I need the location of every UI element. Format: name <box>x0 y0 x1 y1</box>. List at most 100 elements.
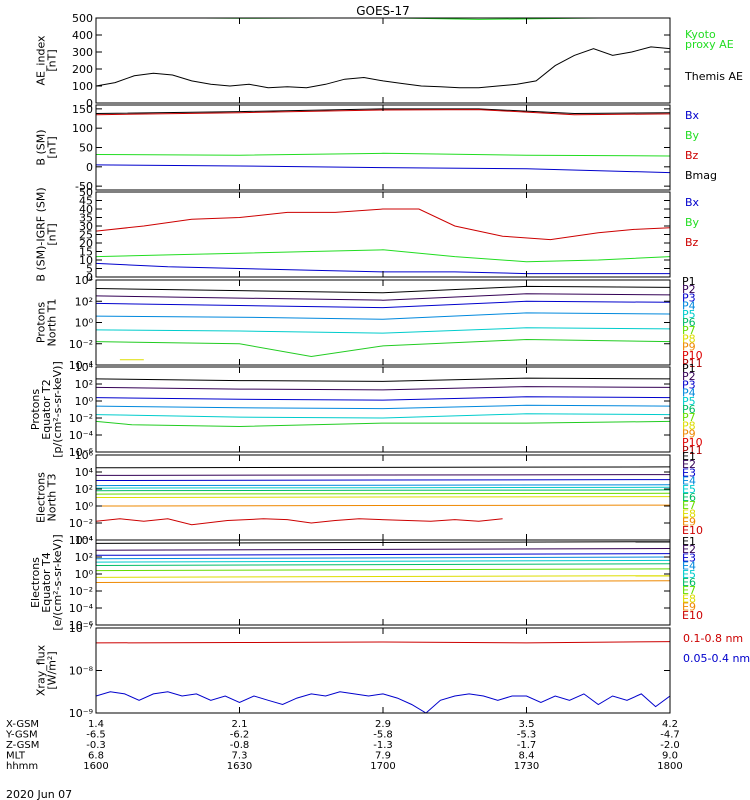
y-tick-label: 200 <box>72 63 93 76</box>
legend-label: Bz <box>685 149 699 162</box>
y-tick-label: 10² <box>75 551 93 564</box>
y-tick-label: 10⁰ <box>75 500 94 513</box>
x-row-value: -5.8 <box>373 730 393 741</box>
y-tick-label: 50 <box>79 142 93 155</box>
x-row-value: 1800 <box>657 761 682 772</box>
y-tick-label: 20 <box>79 237 93 250</box>
y-axis-label: [p/(cm²-s-sr-keV)] <box>51 361 64 458</box>
legend-label: P9 <box>682 341 696 354</box>
y-axis-label: AE_index <box>35 35 48 86</box>
y-tick-label: 40 <box>79 203 93 216</box>
panel-7-series-3 <box>96 553 670 556</box>
legend-label: P8 <box>682 332 696 345</box>
x-row-value: -1.3 <box>373 740 393 751</box>
legend-label: Bz <box>685 236 699 249</box>
y-axis-label: [nT] <box>46 136 59 158</box>
legend-label: E9 <box>682 516 696 529</box>
x-row-value: 2.9 <box>375 719 391 730</box>
y-axis-label: North T1 <box>46 299 59 347</box>
y-tick-label: 0 <box>86 161 93 174</box>
y-tick-label: 10⁻⁴ <box>69 359 94 372</box>
panel-5-series-6 <box>96 420 670 428</box>
legend-label: P6 <box>682 403 696 416</box>
panel-7-series-9 <box>96 580 670 583</box>
y-tick-label: 10⁻⁷ <box>69 622 93 635</box>
y-axis-label: Electrons <box>29 557 42 608</box>
legend-label: E10 <box>682 609 703 622</box>
x-row-value: 1600 <box>83 761 108 772</box>
y-tick-label: 10² <box>75 483 93 496</box>
legend-label: E2 <box>682 458 696 471</box>
x-row-value: 3.5 <box>519 719 535 730</box>
legend-label: P10 <box>682 349 703 362</box>
panel-8-series-1 <box>96 641 670 644</box>
legend-label: P3 <box>682 378 696 391</box>
y-tick-label: 10⁻² <box>69 412 93 425</box>
panel-2-series-2 <box>96 152 670 157</box>
panel-4-series-5 <box>96 327 670 334</box>
legend-label: E5 <box>682 568 696 581</box>
x-row-value: -6.2 <box>230 730 250 741</box>
y-axis-label: Protons <box>35 302 48 343</box>
y-tick-label: 500 <box>72 12 93 25</box>
x-row-value: 9.0 <box>662 751 678 762</box>
legend-label: P2 <box>682 283 696 296</box>
panel-8-frame <box>95 627 671 714</box>
x-row-value: -4.7 <box>660 730 680 741</box>
y-tick-label: 10⁻⁹ <box>69 707 93 720</box>
panel-4-series-4 <box>96 312 670 320</box>
panel-7-series-4 <box>96 556 670 560</box>
y-tick-label: 10² <box>75 378 93 391</box>
y-tick-label: 100 <box>72 122 93 135</box>
legend-label: E8 <box>682 592 696 605</box>
legend-label: E6 <box>682 491 696 504</box>
legend-label: P4 <box>682 387 696 400</box>
x-row-value: -1.7 <box>517 740 537 751</box>
panel-5-series-3 <box>96 396 670 401</box>
y-tick-label: 10⁻⁴ <box>69 534 94 547</box>
y-tick-label: 50 <box>79 186 93 199</box>
x-row-name: Z-GSM <box>6 740 39 751</box>
legend-label: E5 <box>682 483 696 496</box>
y-axis-label: Protons <box>29 389 42 430</box>
y-tick-label: 10⁻⁴ <box>69 429 94 442</box>
y-axis-label: B (SM)-IGRF (SM) <box>35 187 48 281</box>
y-tick-label: 10 <box>79 254 93 267</box>
y-tick-label: 10⁰ <box>75 568 94 581</box>
x-row-name: Y-GSM <box>5 730 38 741</box>
x-row-value: -5.3 <box>517 730 537 741</box>
panel-1-frame <box>95 17 671 104</box>
figure-date: 2020 Jun 07 <box>6 788 72 800</box>
legend-label: E1 <box>682 450 696 463</box>
panel-4-series-2 <box>96 293 670 301</box>
y-tick-label: 150 <box>72 103 93 116</box>
y-axis-label: [nT] <box>46 223 59 245</box>
panel-6-series-10 <box>96 518 503 526</box>
y-tick-label: 10⁻² <box>69 338 93 351</box>
panel-8: 10⁻⁹ 10⁻⁸ 10⁻⁷ Xray_flux[W/m²] 0.1-0.8 nm 0.0… <box>35 622 750 720</box>
legend-label: E7 <box>682 584 696 597</box>
legend-label: E9 <box>682 601 696 614</box>
legend-label: Themis AE <box>684 70 743 83</box>
panel-2-series-3 <box>96 108 670 115</box>
legend-label: E3 <box>682 466 696 479</box>
y-tick-label: 100 <box>72 80 93 93</box>
panel-6-series-1 <box>96 466 670 469</box>
legend-label: E10 <box>682 524 703 537</box>
panel-2-frame <box>95 104 671 191</box>
y-tick-label: 10⁻² <box>69 585 93 598</box>
legend-label: P10 <box>682 436 703 449</box>
x-row-value: 7.3 <box>232 751 248 762</box>
y-axis-label: North T3 <box>46 474 59 522</box>
panel-7-series-2 <box>96 548 670 551</box>
legend-label: Bx <box>685 196 700 209</box>
panel-5-series-4 <box>96 404 670 410</box>
legend-label: P4 <box>682 300 696 313</box>
legend-label: P9 <box>682 428 696 441</box>
legend-label: P2 <box>682 370 696 383</box>
legend-label: Kyoto <box>685 28 716 41</box>
